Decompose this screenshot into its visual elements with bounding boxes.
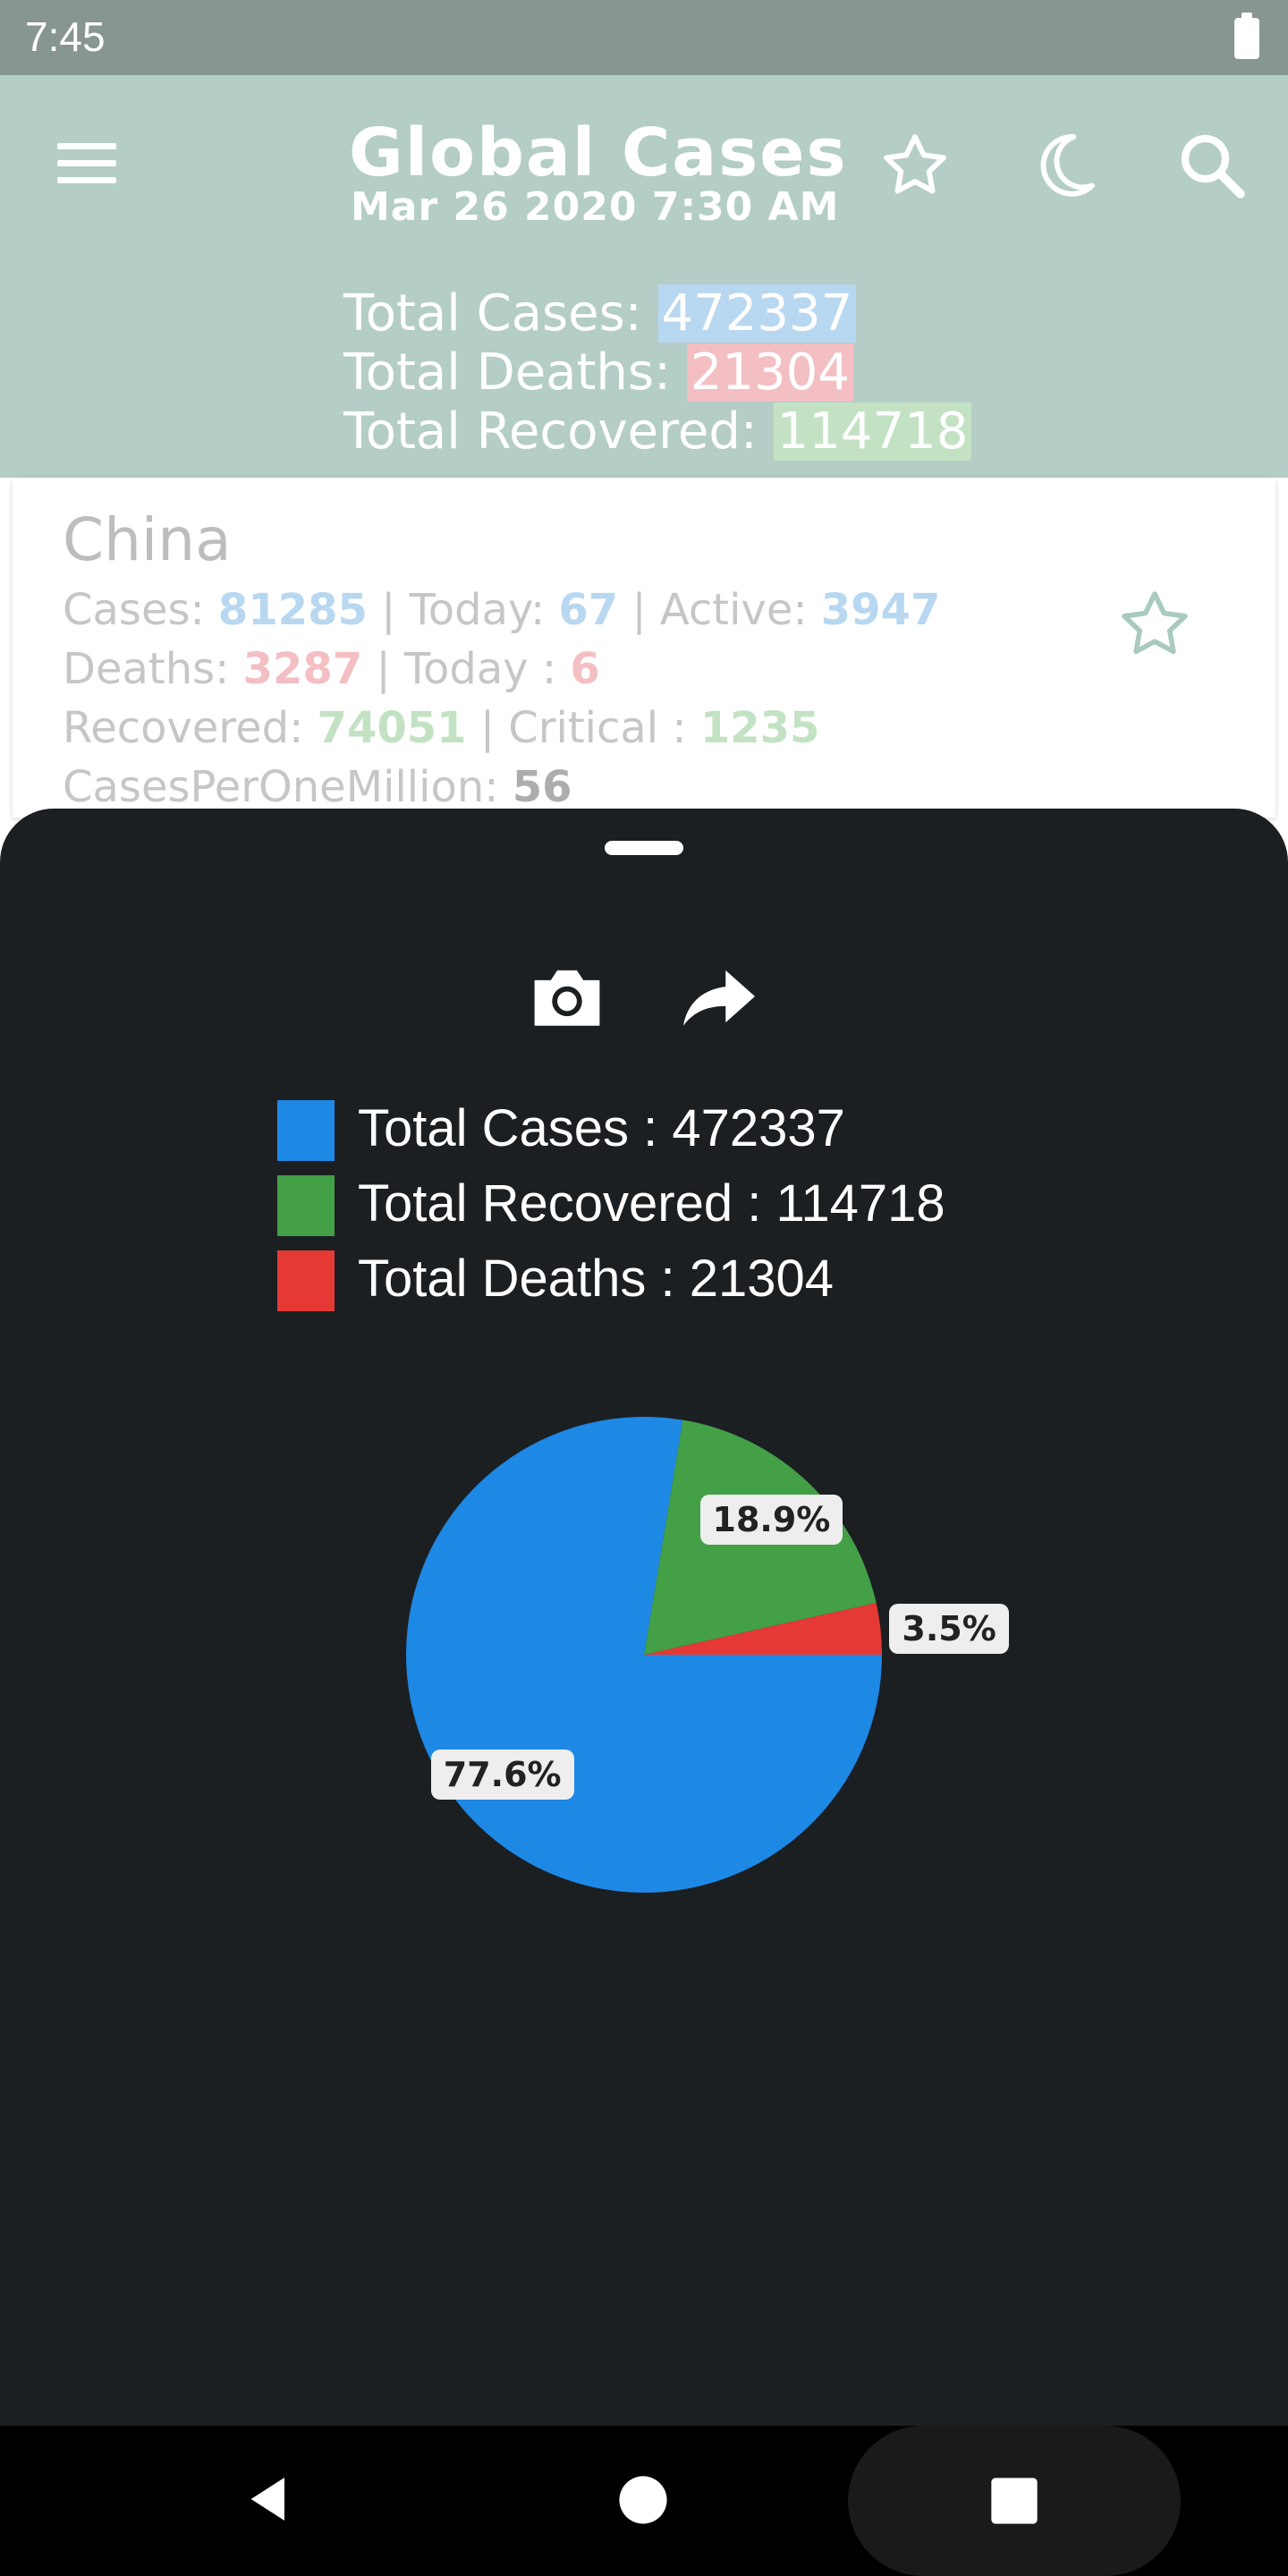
total-recovered: Total Recovered: 114718	[343, 402, 972, 461]
legend-swatch-recovered	[277, 1175, 335, 1236]
pie-label-total-deaths: 3.5%	[889, 1603, 1009, 1654]
search-icon[interactable]	[1172, 125, 1252, 206]
cpm-label: CasesPerOneMillion:	[63, 762, 499, 812]
share-icon[interactable]	[678, 961, 760, 1032]
pie-slice-total-deaths	[644, 1602, 882, 1655]
pie-label-total-recovered: 18.9%	[699, 1495, 843, 1546]
today-deaths-value: 6	[570, 644, 600, 694]
deaths-label: Deaths:	[63, 644, 230, 694]
recents-icon[interactable]	[989, 2476, 1039, 2526]
status-bar	[0, 0, 1288, 75]
today-label: | Today:	[381, 585, 546, 635]
country-cases-row: Cases: 81285 | Today: 67 | Active: 3947	[63, 585, 940, 635]
deaths-value: 3287	[242, 644, 363, 694]
star-icon[interactable]	[875, 125, 955, 206]
drag-handle[interactable]	[605, 841, 683, 855]
today-cases-value: 67	[558, 585, 619, 635]
pie-chart	[406, 1417, 883, 1893]
cases-value: 81285	[217, 585, 368, 635]
cases-label: Cases:	[63, 585, 205, 635]
battery-icon	[1234, 13, 1259, 59]
total-deaths-label: Total Deaths:	[343, 343, 671, 402]
country-card[interactable]	[13, 478, 1275, 818]
critical-value: 1235	[699, 703, 820, 753]
recovered-value: 74051	[317, 703, 467, 753]
pie-label-total-cases: 77.6%	[430, 1750, 574, 1801]
app-header	[0, 75, 1288, 478]
cpm-value: 56	[512, 762, 572, 812]
today-deaths-label: | Today :	[376, 644, 557, 694]
critical-label: | Critical :	[479, 703, 687, 753]
camera-icon[interactable]	[528, 961, 606, 1032]
legend-swatch-cases	[277, 1100, 335, 1161]
total-cases-value: 472337	[657, 284, 857, 343]
favorite-star-icon[interactable]	[1109, 581, 1200, 667]
total-recovered-value: 114718	[773, 402, 972, 461]
legend-label-recovered: Total Recovered : 114718	[358, 1174, 945, 1233]
total-cases: Total Cases: 472337	[343, 284, 857, 343]
active-label: | Active:	[631, 585, 808, 635]
total-deaths: Total Deaths: 21304	[343, 343, 853, 402]
country-recovered-row: Recovered: 74051 | Critical : 1235	[63, 703, 819, 753]
back-icon[interactable]	[242, 2470, 299, 2528]
legend-label-cases: Total Cases : 472337	[358, 1099, 845, 1157]
total-cases-label: Total Cases:	[343, 284, 642, 343]
last-updated-date: Mar 26 2020 7:30 AM	[351, 184, 840, 230]
legend-label-deaths: Total Deaths : 21304	[358, 1250, 835, 1308]
menu-icon[interactable]	[57, 143, 116, 184]
page-title: Global Cases	[349, 114, 848, 191]
active-value: 3947	[820, 585, 941, 635]
country-deaths-row: Deaths: 3287 | Today : 6	[63, 644, 600, 694]
status-time: 7:45	[25, 13, 106, 60]
total-deaths-value: 21304	[686, 343, 853, 402]
country-cpm-row: CasesPerOneMillion: 56	[63, 762, 572, 812]
recovered-label: Recovered:	[63, 703, 304, 753]
total-recovered-label: Total Recovered:	[343, 402, 758, 461]
home-icon[interactable]	[617, 2474, 669, 2526]
moon-icon[interactable]	[1023, 125, 1104, 206]
legend-swatch-deaths	[277, 1250, 335, 1311]
country-name: China	[63, 505, 232, 574]
